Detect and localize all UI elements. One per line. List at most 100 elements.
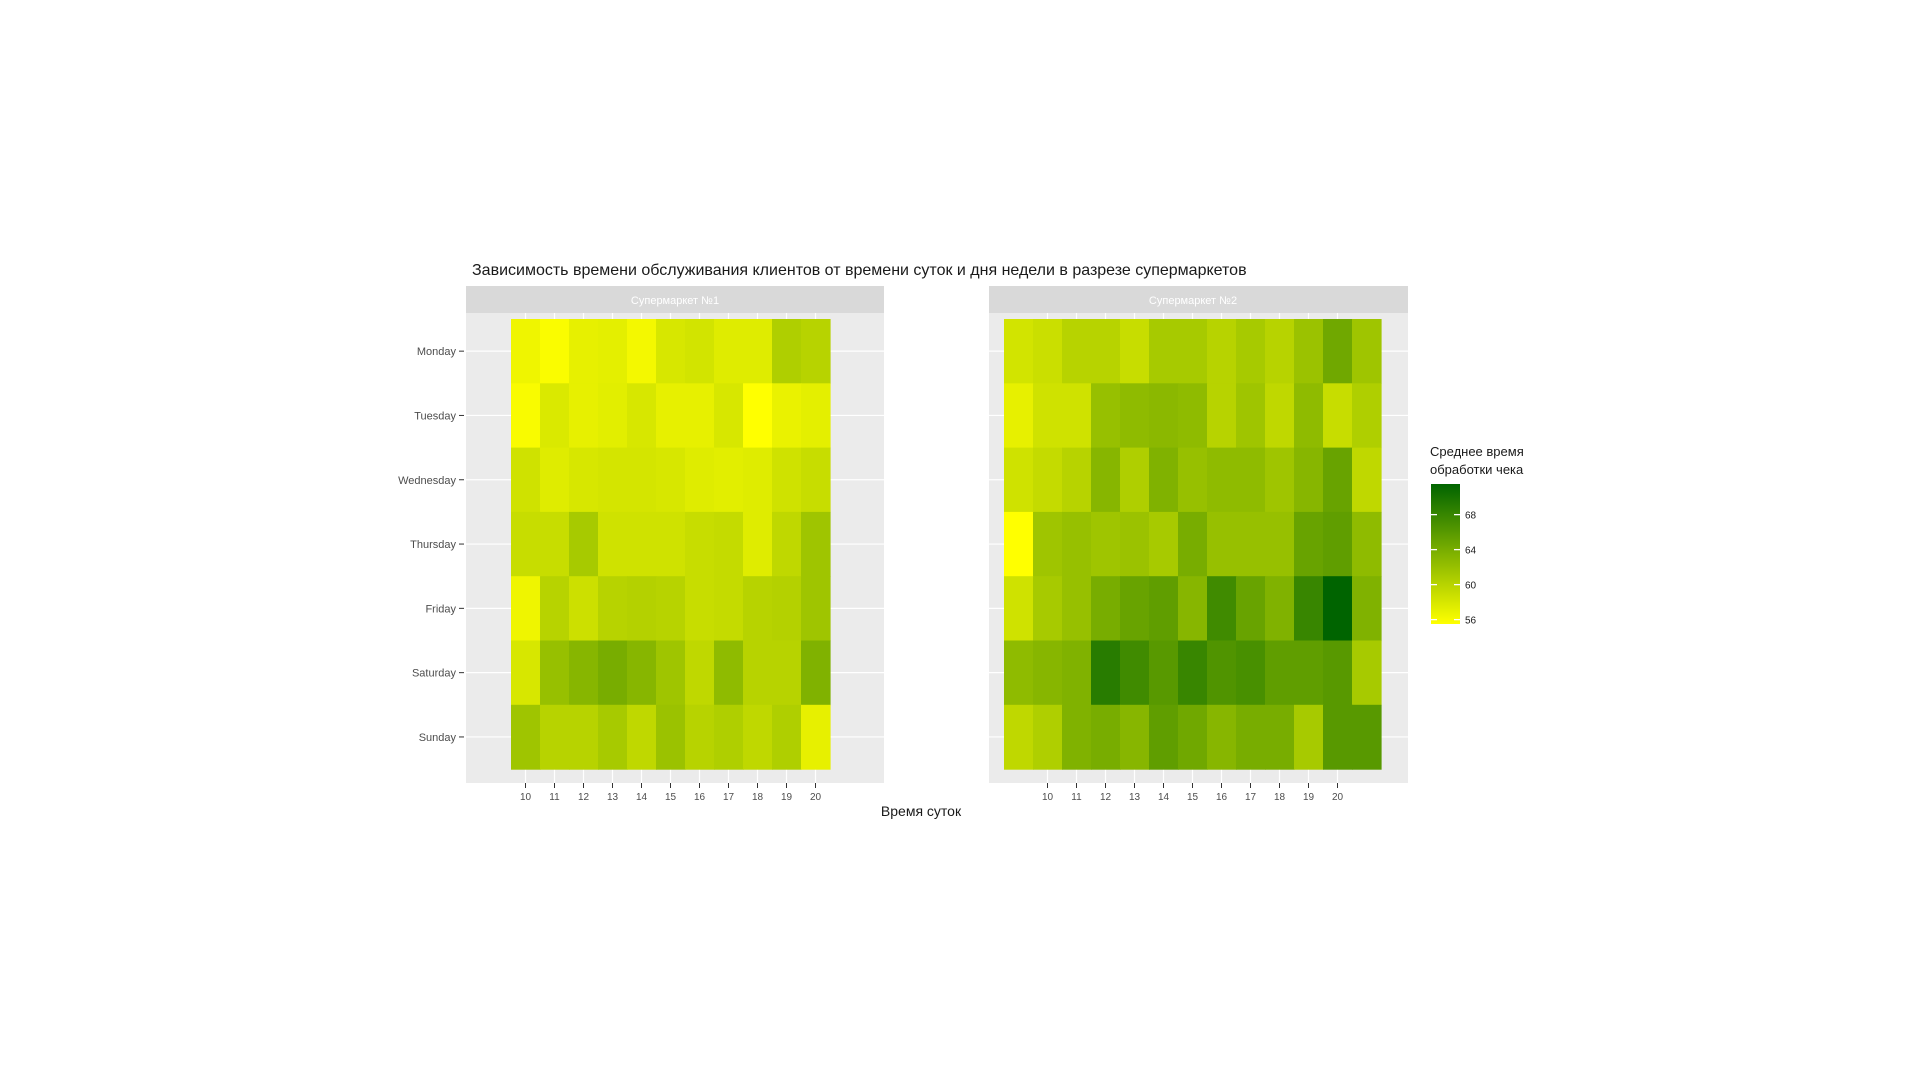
heatmap-cell	[1207, 511, 1237, 577]
panel-2-strip-label: Супермаркет №2	[1149, 295, 1237, 307]
x-tick-label: 11	[1071, 792, 1082, 803]
heatmap-cell	[1033, 383, 1063, 449]
x-tick-label: 18	[752, 792, 764, 803]
heatmap-cell	[1265, 319, 1295, 384]
heatmap-cell	[1004, 704, 1034, 770]
heatmap-cell	[1062, 576, 1092, 642]
heatmap-cell	[1207, 576, 1237, 642]
heatmap-cell	[1236, 319, 1266, 384]
panel-supermarket-1: Супермаркет №1 10 11 12 13 14 15 16 17 18 19 20	[466, 286, 884, 803]
x-tick-label: 20	[1332, 792, 1344, 803]
heatmap-cell	[1149, 640, 1179, 706]
heatmap-cell	[743, 319, 773, 384]
heatmap-cell	[1062, 511, 1092, 577]
heatmap-cell	[540, 640, 570, 706]
heatmap-cell	[1120, 319, 1150, 384]
heatmap-cell	[1033, 447, 1063, 513]
legend-colorbar	[1431, 484, 1460, 624]
heatmap-cell	[1294, 383, 1324, 449]
heatmap-cell	[627, 319, 657, 384]
heatmap-cell	[743, 704, 773, 770]
y-tick-label: Monday	[417, 346, 457, 358]
color-legend: Среднее время обработки чека 56 60 64 68	[1430, 444, 1524, 627]
heatmap-cell	[598, 511, 628, 577]
legend-tick-label: 68	[1465, 511, 1477, 522]
heatmap-cell	[1207, 704, 1237, 770]
chart-title: Зависимость времени обслуживания клиенто…	[472, 262, 1247, 279]
heatmap-cell	[1178, 640, 1208, 706]
heatmap-cell	[1149, 319, 1179, 384]
panel-1-x-ticks: 10 11 12 13 14 15 16 17 18 19 20	[520, 783, 822, 803]
heatmap-cell	[743, 383, 773, 449]
heatmap-cell	[1033, 640, 1063, 706]
heatmap-cell	[656, 704, 686, 770]
x-tick-label: 17	[1245, 792, 1257, 803]
heatmap-cell	[1091, 511, 1121, 577]
heatmap-cell	[627, 447, 657, 513]
heatmap-cell	[1033, 704, 1063, 770]
legend-tick-label: 64	[1465, 546, 1477, 557]
heatmap-cell	[1004, 447, 1034, 513]
heatmap-cell	[743, 447, 773, 513]
heatmap-cell	[1265, 383, 1295, 449]
heatmap-cell	[772, 319, 802, 384]
heatmap-cell	[656, 447, 686, 513]
heatmap-cell	[569, 319, 599, 384]
heatmap-cell	[772, 576, 802, 642]
heatmap-cell	[1323, 383, 1353, 449]
heatmap-cell	[1004, 319, 1034, 384]
legend-title-line-2: обработки чека	[1430, 462, 1524, 477]
heatmap-cell	[1323, 640, 1353, 706]
heatmap-cell	[1149, 704, 1179, 770]
heatmap-cell	[1033, 576, 1063, 642]
heatmap-cell	[656, 319, 686, 384]
panel-1-strip-label: Супермаркет №1	[631, 295, 719, 307]
heatmap-cell	[656, 576, 686, 642]
y-tick-label: Thursday	[410, 539, 456, 551]
heatmap-cell	[1352, 640, 1382, 706]
heatmap-cell	[627, 704, 657, 770]
heatmap-cell	[1149, 511, 1179, 577]
heatmap-cell	[511, 383, 541, 449]
heatmap-cell	[1062, 319, 1092, 384]
heatmap-cell	[1120, 447, 1150, 513]
x-tick-label: 14	[636, 792, 648, 803]
panel-2-strip	[989, 286, 1408, 313]
heatmap-cell	[772, 383, 802, 449]
heatmap-cell	[656, 511, 686, 577]
x-tick-label: 20	[810, 792, 822, 803]
heatmap-cell	[685, 383, 715, 449]
heatmap-cell	[772, 511, 802, 577]
panel-supermarket-2: Супермаркет №2 10 11 12 13 14 15 16 17 18 19 20	[989, 286, 1408, 803]
heatmap-cell	[1120, 511, 1150, 577]
heatmap-cell	[1294, 447, 1324, 513]
heatmap-cell	[540, 319, 570, 384]
x-tick-label: 19	[1303, 792, 1315, 803]
heatmap-cell	[1207, 319, 1237, 384]
legend-title-line-1: Среднее время	[1430, 444, 1524, 459]
heatmap-cell	[714, 704, 744, 770]
heatmap-cell	[685, 576, 715, 642]
heatmap-cell	[714, 319, 744, 384]
heatmap-cell	[1149, 383, 1179, 449]
heatmap-cell	[1265, 447, 1295, 513]
heatmap-cell	[743, 640, 773, 706]
heatmap-cell	[569, 447, 599, 513]
heatmap-cell	[540, 704, 570, 770]
heatmap-cell	[1236, 640, 1266, 706]
heatmap-cell	[1149, 447, 1179, 513]
heatmap-cell	[511, 640, 541, 706]
heatmap-cell	[1294, 704, 1324, 770]
heatmap-cell	[1294, 511, 1324, 577]
y-axis: Monday Tuesday Wednesday Thursday Friday Satu…	[398, 346, 464, 744]
heatmap-cell	[714, 383, 744, 449]
heatmap-cell	[598, 447, 628, 513]
heatmap-cell	[1352, 511, 1382, 577]
heatmap-cell	[598, 383, 628, 449]
heatmap-cell	[714, 576, 744, 642]
heatmap-cell	[569, 383, 599, 449]
x-tick-label: 12	[1100, 792, 1112, 803]
heatmap-cell	[1033, 319, 1063, 384]
heatmap-cell	[801, 640, 831, 706]
heatmap-cell	[685, 511, 715, 577]
